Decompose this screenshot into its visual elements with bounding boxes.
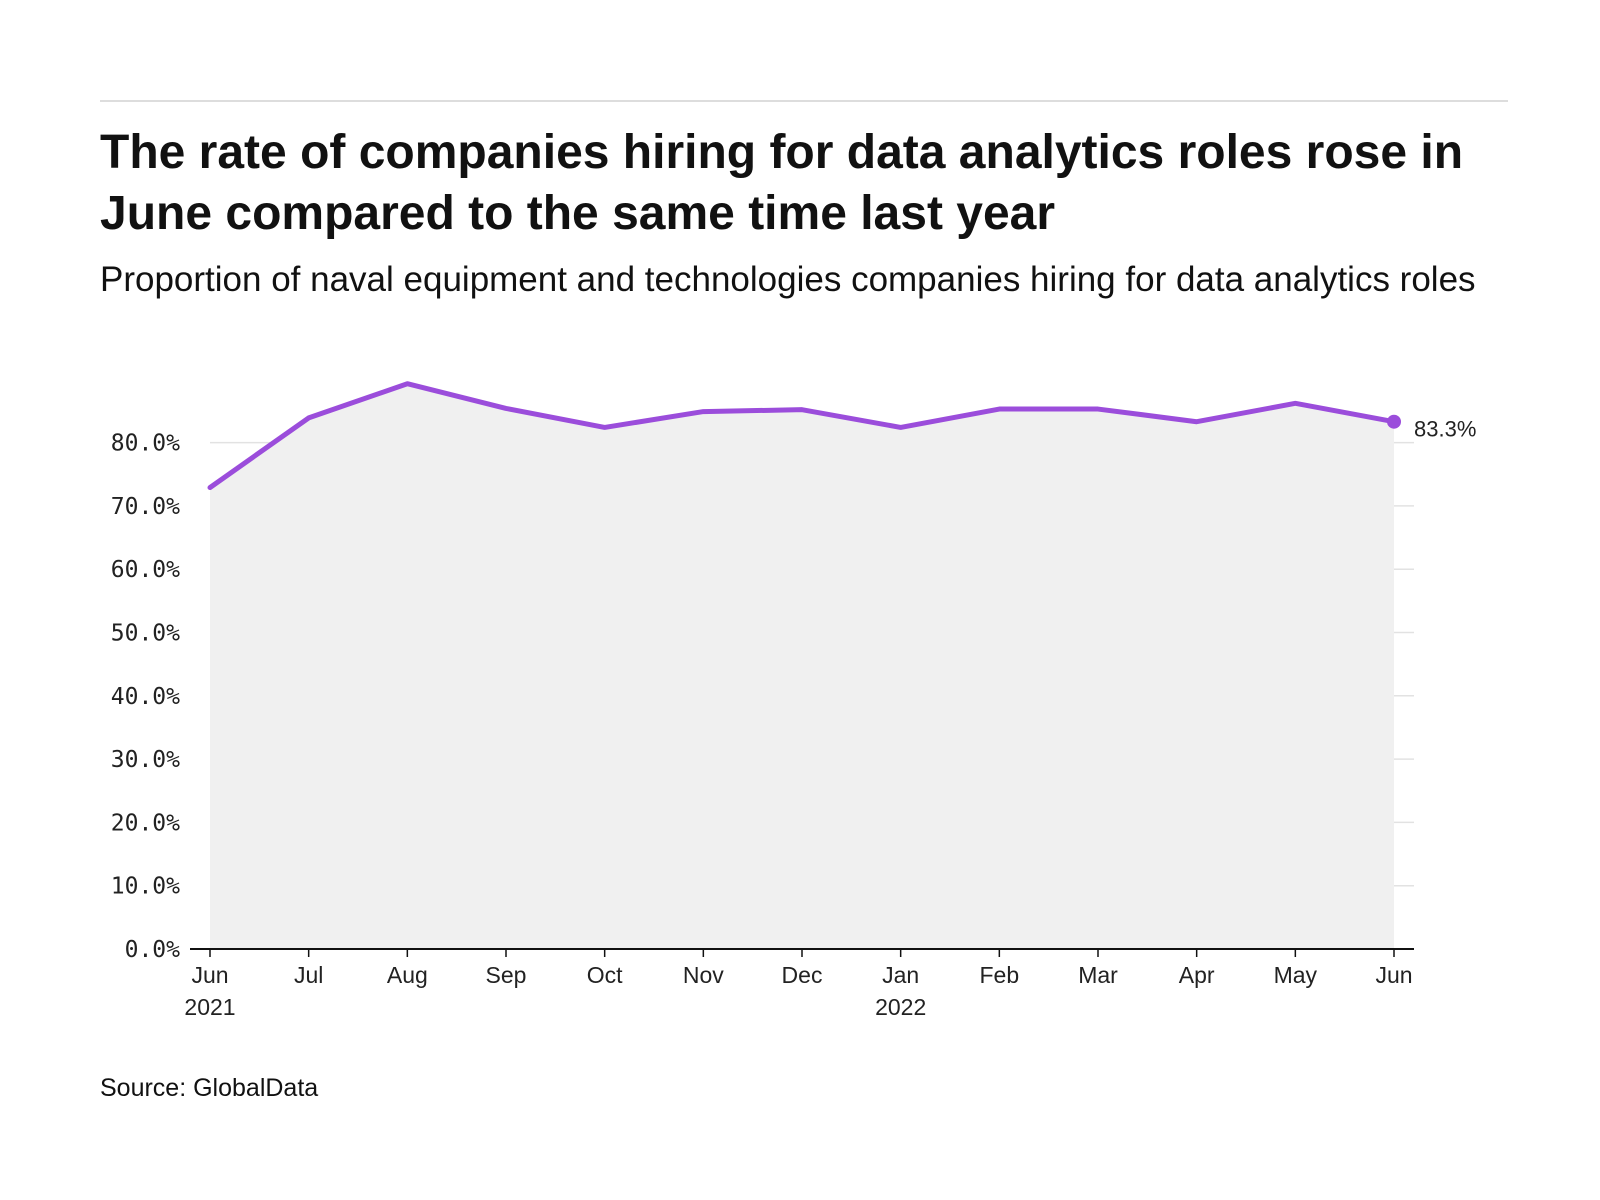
source-note: Source: GlobalData [100, 1074, 319, 1102]
y-tick-label: 30.0% [111, 747, 180, 773]
chart-title: The rate of companies hiring for data an… [100, 126, 1464, 240]
end-annotation: 83.3% [1414, 417, 1476, 442]
x-tick-year-label: 2021 [184, 994, 235, 1020]
series-end-point [1387, 414, 1401, 429]
series-line [207, 381, 1397, 491]
x-tick-label: Jul [294, 962, 323, 988]
y-axis-tick-labels: 0.0% 10.0% 20.0% 30.0% 40.0% 50.0% 60.0% 70.0% 8… [111, 431, 180, 963]
series-line-layer [207, 381, 1401, 491]
y-tick-label: 60.0% [111, 557, 180, 583]
y-tick-label: 50.0% [111, 621, 180, 647]
y-tick-label: 10.0% [111, 874, 180, 900]
x-tick-label: Apr [1179, 962, 1215, 988]
x-axis [190, 948, 1414, 957]
x-tick-label: Feb [980, 962, 1020, 988]
x-axis-tick-labels: Jun 2021 Jul Aug Sep Oct Nov Dec Jan 2022 Feb Mar Ap… [184, 962, 1412, 1020]
y-tick-label: 70.0% [111, 494, 180, 520]
x-tick-label: May [1274, 962, 1318, 988]
y-tick-label: 80.0% [111, 431, 180, 457]
y-tick-label: 20.0% [111, 810, 180, 836]
y-tick-label: 0.0% [125, 937, 181, 963]
y-tick-label: 40.0% [111, 684, 180, 710]
x-tick-label: Dec [782, 962, 823, 988]
end-value-label: 83.3% [1414, 417, 1476, 442]
x-tick-label: Aug [387, 962, 428, 988]
x-tick-year-label: 2022 [875, 994, 926, 1020]
x-tick-label: Nov [683, 962, 724, 988]
x-tick-label: Mar [1078, 962, 1118, 988]
x-tick-label: Oct [587, 962, 623, 988]
x-tick-label: Sep [486, 962, 527, 988]
x-tick-label: Jan [882, 962, 919, 988]
area-fill [210, 383, 1394, 950]
x-tick-label: Jun [1375, 962, 1412, 988]
chart-subtitle: Proportion of naval equipment and techno… [100, 260, 1476, 299]
x-tick-label: Jun [191, 962, 228, 988]
area-fill-layer [210, 383, 1394, 950]
top-rule [100, 100, 1508, 102]
